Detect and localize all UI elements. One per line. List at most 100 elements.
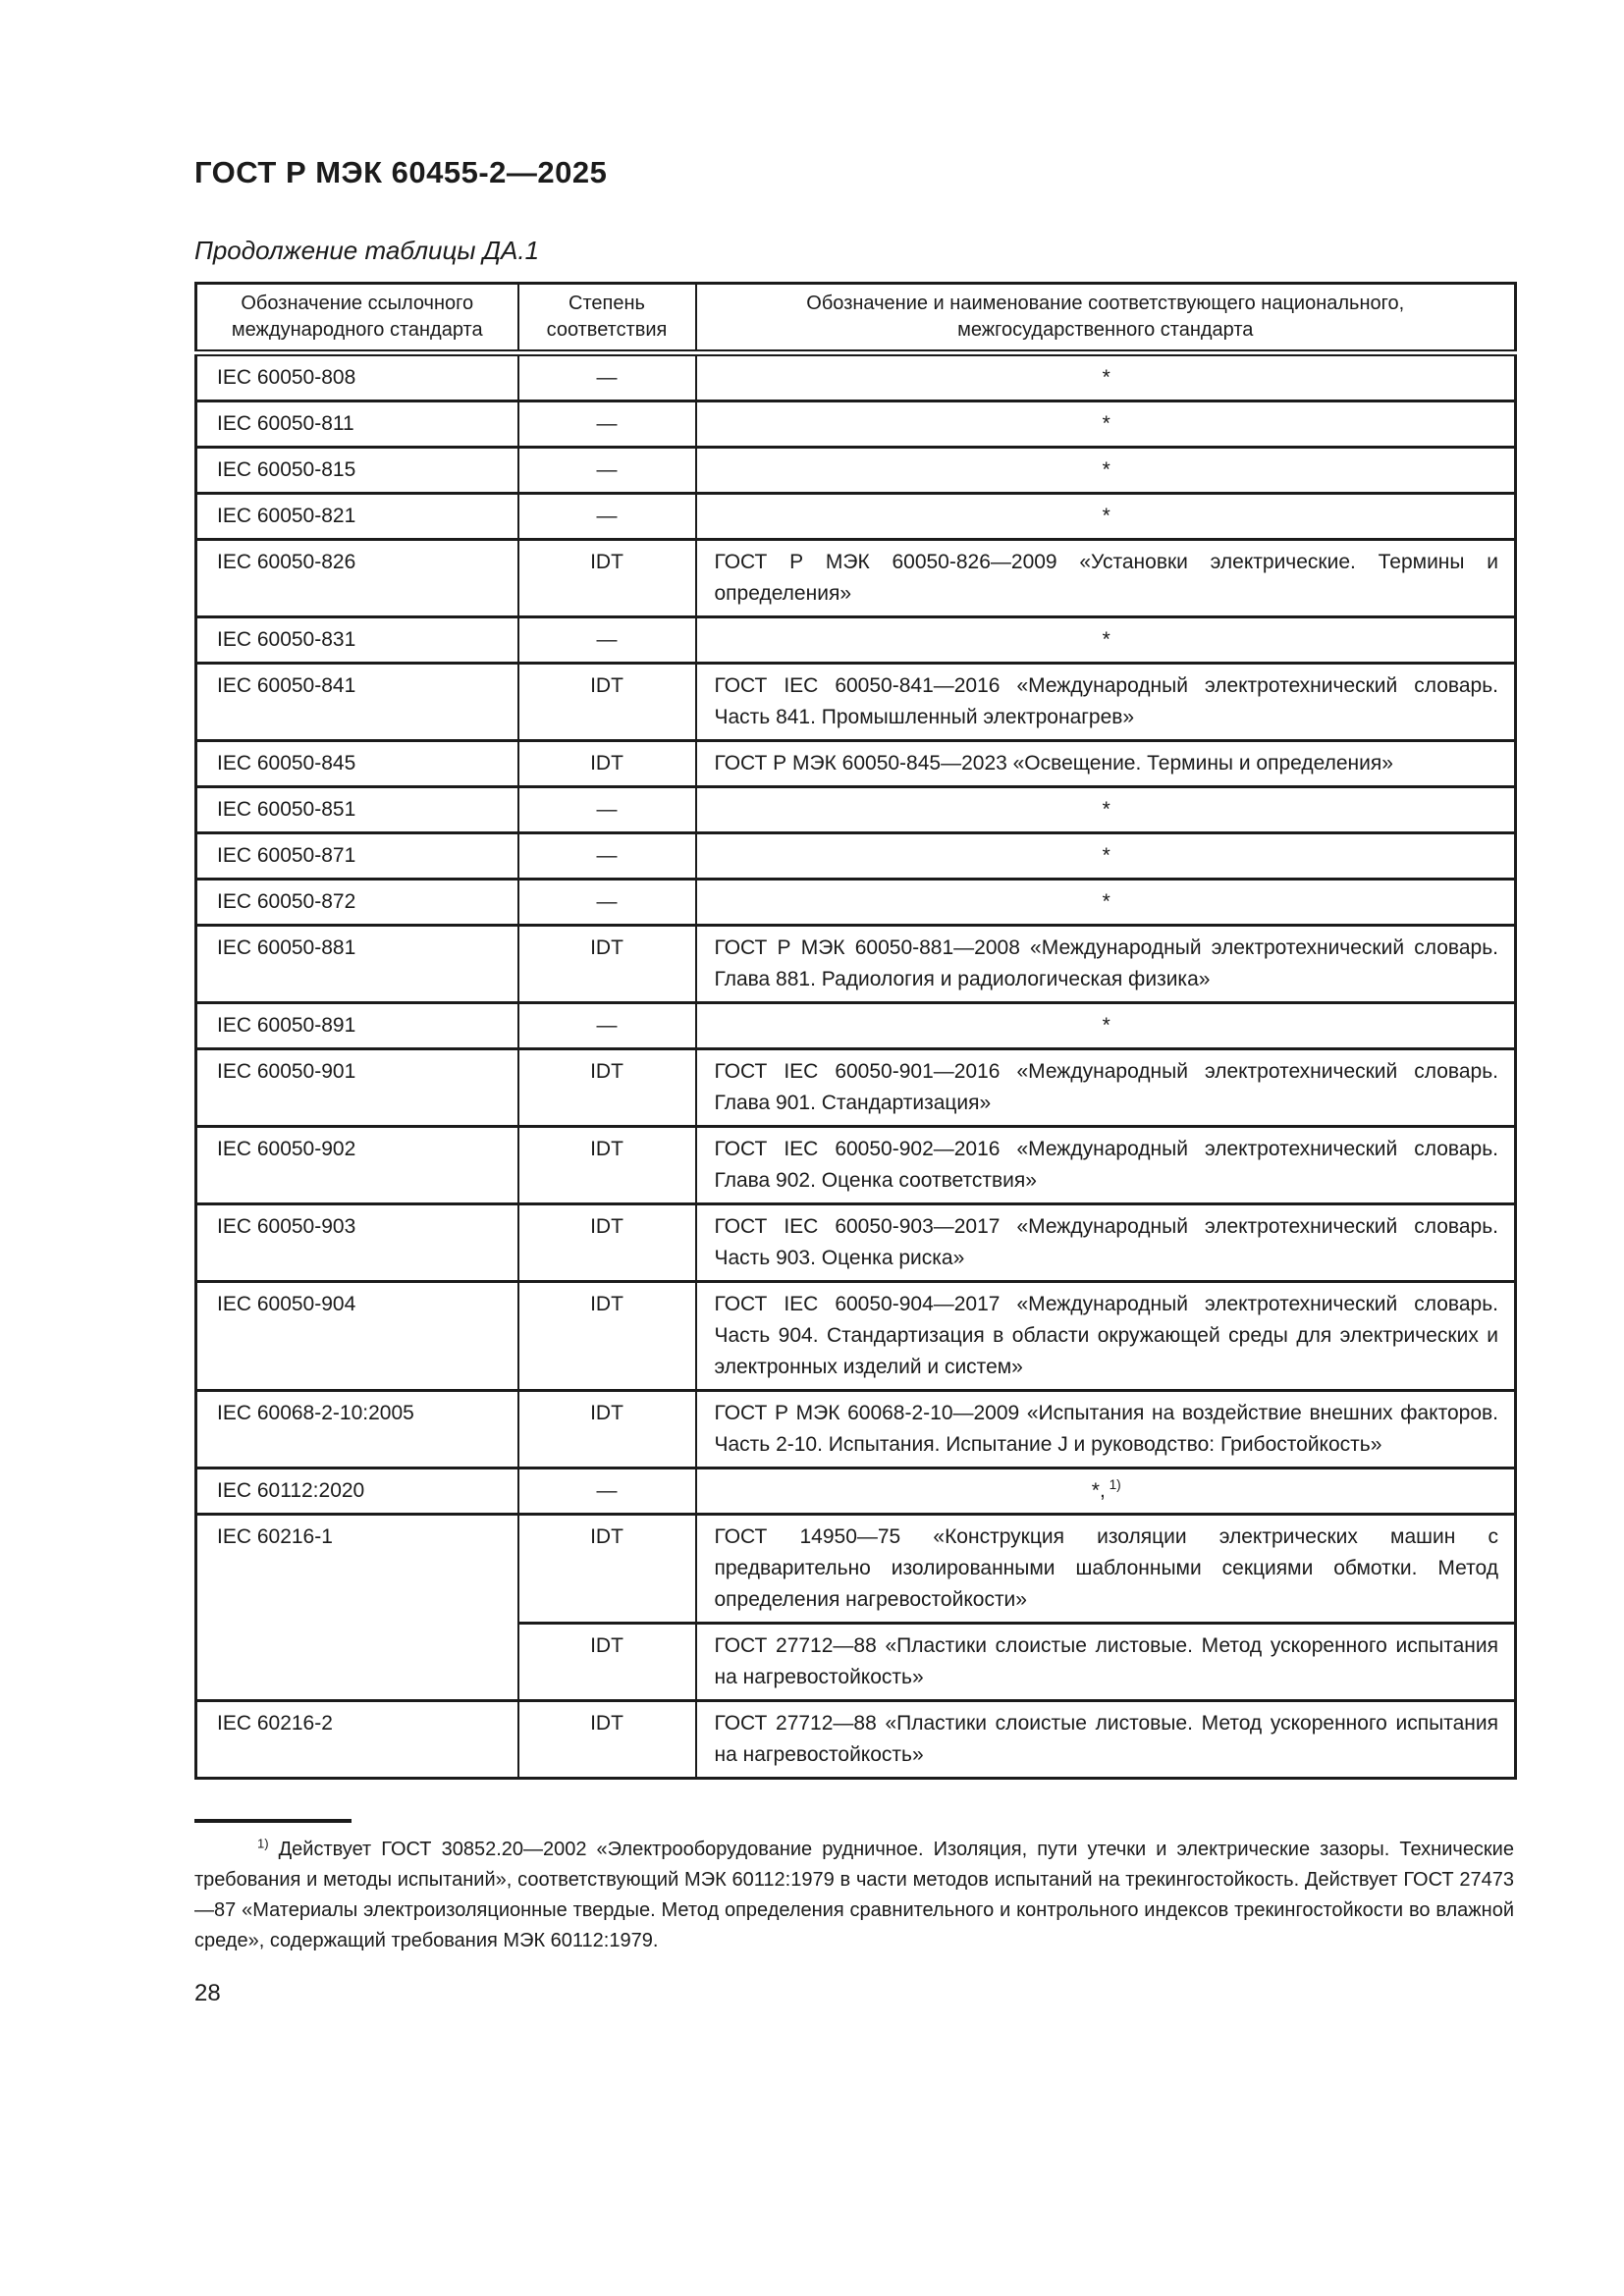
cell-reference-standard: IEC 60050-903 [194, 1202, 519, 1283]
cell-degree: IDT [516, 1280, 697, 1392]
cell-reference-standard: IEC 60050-881 [194, 924, 519, 1004]
footnote-reference-marker: 1) [1105, 1477, 1121, 1492]
table-header: Обозначение ссылочного международного ст… [194, 282, 1517, 356]
table-row: IEC 60050-851— * [194, 785, 1517, 834]
cell-reference-standard: IEC 60050-851 [194, 785, 519, 834]
footnote-rule [194, 1819, 352, 1823]
cell-national-standard: * [694, 446, 1517, 495]
cell-reference-standard: IEC 60050-831 [194, 615, 519, 665]
cell-degree: IDT [516, 1202, 697, 1283]
cell-degree: IDT [516, 924, 697, 1004]
table-row: IEC 60050-871— * [194, 831, 1517, 881]
table-caption: Продолжение таблицы ДА.1 [194, 236, 540, 265]
cell-national-standard: * [694, 831, 1517, 881]
cell-reference-standard: IEC 60112:2020 [194, 1467, 519, 1516]
cell-degree: IDT [516, 1699, 697, 1780]
cell-degree: — [516, 615, 697, 665]
cell-national-standard: ГОСТ IEC 60050-901—2016 «Международный э… [694, 1047, 1517, 1128]
cell-reference-standard: IEC 60050-808 [194, 351, 519, 402]
cell-reference-standard: IEC 60050-821 [194, 492, 519, 541]
table-row: IEC 60050-872— * [194, 878, 1517, 927]
cell-national-standard: ГОСТ Р МЭК 60050-826—2009 «Установки эле… [694, 538, 1517, 618]
cell-degree: IDT [516, 1125, 697, 1205]
cell-national-standard: ГОСТ 14950—75 «Конструкция изоляции элек… [694, 1513, 1517, 1625]
cell-national-standard: * [694, 1001, 1517, 1050]
cell-reference-standard: IEC 60216-1 [194, 1513, 519, 1702]
table-row: IEC 60050-821— * [194, 492, 1517, 541]
table-row: IEC 60050-881 IDT ГОСТ Р МЭК 60050-881—200… [194, 924, 1517, 1004]
cell-degree: — [516, 351, 697, 402]
cell-reference-standard: IEC 60068-2-10:2005 [194, 1389, 519, 1469]
cell-reference-standard: IEC 60050-901 [194, 1047, 519, 1128]
table-row: IEC 60050-815— * [194, 446, 1517, 495]
cell-national-standard: ГОСТ IEC 60050-841—2016 «Международный э… [694, 662, 1517, 742]
cell-reference-standard: IEC 60050-845 [194, 739, 519, 788]
footnote-marker: 1) [257, 1836, 269, 1851]
cell-reference-standard: IEC 60216-2 [194, 1699, 519, 1780]
cell-degree: IDT [516, 1513, 697, 1625]
table-row: IEC 60050-826 IDT ГОСТ Р МЭК 60050-826—200… [194, 538, 1517, 618]
cell-national-standard: ГОСТ Р МЭК 60050-845—2023 «Освещение. Те… [694, 739, 1517, 788]
cell-national-standard: ГОСТ 27712—88 «Пластики слоистые листовы… [694, 1622, 1517, 1702]
footnote-text: 1) Действует ГОСТ 30852.20—2002 «Электро… [194, 1835, 1514, 1956]
cell-national-standard: * [694, 492, 1517, 541]
footnote: 1) Действует ГОСТ 30852.20—2002 «Электро… [194, 1819, 1514, 1956]
table-row: IEC 60050-903 IDT ГОСТ IEC 60050-903—2017 … [194, 1202, 1517, 1283]
table-row: IEC 60216-1 IDT ГОСТ 14950—75 «Конструкция… [194, 1513, 1517, 1702]
page-number: 28 [194, 1980, 221, 2006]
cell-national-standard: ГОСТ Р МЭК 60050-881—2008 «Международный… [694, 924, 1517, 1004]
cell-degree: IDT [516, 739, 697, 788]
cell-degree: IDT [516, 1622, 697, 1702]
table-body: IEC 60050-808— * IEC 60050-811— * IEC 60050-… [194, 351, 1517, 1780]
cell-reference-standard: IEC 60050-826 [194, 538, 519, 618]
table-row: IEC 60050-808— * [194, 351, 1517, 402]
cell-national-standard: ГОСТ Р МЭК 60068-2-10—2009 «Испытания на… [694, 1389, 1517, 1469]
cell-national-standard: *, 1) [694, 1467, 1517, 1516]
table-row: IEC 60050-891— * [194, 1001, 1517, 1050]
cell-national-standard: ГОСТ IEC 60050-902—2016 «Международный э… [694, 1125, 1517, 1205]
cell-degree: — [516, 492, 697, 541]
cell-degree: IDT [516, 1389, 697, 1469]
cell-degree: — [516, 1467, 697, 1516]
cell-reference-standard: IEC 60050-871 [194, 831, 519, 881]
table-row: IEC 60050-831— * [194, 615, 1517, 665]
col-header-reference-standard: Обозначение ссылочного международного ст… [194, 282, 519, 356]
col-header-national-standard: Обозначение и наименование соответствующ… [694, 282, 1517, 356]
doc-code: ГОСТ Р МЭК 60455-2—2025 [194, 155, 608, 189]
correspondence-table: Обозначение ссылочного международного ст… [194, 282, 1517, 1780]
table-row: IEC 60216-2 IDT ГОСТ 27712—88 «Пластики сл… [194, 1699, 1517, 1780]
col-header-degree: Степень соответствия [516, 282, 697, 356]
cell-national-standard: * [694, 785, 1517, 834]
cell-degree: — [516, 400, 697, 449]
table-row: IEC 60050-845 IDT ГОСТ Р МЭК 60050-845—202… [194, 739, 1517, 788]
cell-degree: — [516, 446, 697, 495]
cell-degree: — [516, 831, 697, 881]
cell-reference-standard: IEC 60050-811 [194, 400, 519, 449]
table-row: IEC 60050-841 IDT ГОСТ IEC 60050-841—2016 … [194, 662, 1517, 742]
cell-degree: IDT [516, 1047, 697, 1128]
table-row: IEC 60050-904 IDT ГОСТ IEC 60050-904—2017 … [194, 1280, 1517, 1392]
cell-degree: IDT [516, 662, 697, 742]
table-header-row: Обозначение ссылочного международного ст… [194, 282, 1517, 356]
footnote-body: Действует ГОСТ 30852.20—2002 «Электрообо… [194, 1839, 1514, 1951]
table-row: IEC 60050-811— * [194, 400, 1517, 449]
table-row: IEC 60050-902 IDT ГОСТ IEC 60050-902—2016 … [194, 1125, 1517, 1205]
cell-reference-standard: IEC 60050-891 [194, 1001, 519, 1050]
cell-degree: IDT [516, 538, 697, 618]
cell-degree: — [516, 878, 697, 927]
cell-reference-standard: IEC 60050-904 [194, 1280, 519, 1392]
cell-national-standard: * [694, 878, 1517, 927]
cell-national-standard: * [694, 351, 1517, 402]
cell-degree: — [516, 1001, 697, 1050]
cell-degree: — [516, 785, 697, 834]
table-row: IEC 60068-2-10:2005 IDT ГОСТ Р МЭК 60068-2… [194, 1389, 1517, 1469]
cell-national-standard: * [694, 400, 1517, 449]
cell-reference-standard: IEC 60050-902 [194, 1125, 519, 1205]
cell-national-standard: ГОСТ IEC 60050-904—2017 «Международный э… [694, 1280, 1517, 1392]
cell-national-standard: * [694, 615, 1517, 665]
cell-reference-standard: IEC 60050-872 [194, 878, 519, 927]
cell-reference-standard: IEC 60050-841 [194, 662, 519, 742]
cell-national-standard: ГОСТ IEC 60050-903—2017 «Международный э… [694, 1202, 1517, 1283]
table-row: IDT ГОСТ 27712—88 «Пластики слоистые лист… [196, 1622, 1517, 1702]
